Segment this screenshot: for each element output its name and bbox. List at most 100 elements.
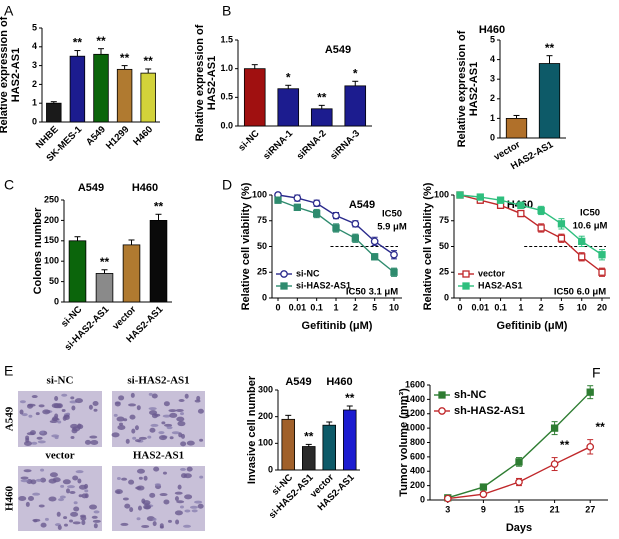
bar	[140, 72, 156, 123]
cell	[122, 497, 129, 501]
marker	[438, 391, 446, 399]
y-tick-label: 1200	[405, 408, 425, 418]
cell	[93, 510, 100, 514]
chart: H460 Relative expression of HAS2-AS1 0 1 2 3 4 5…	[456, 24, 566, 172]
cell	[175, 408, 184, 412]
image-row-label: H460	[4, 485, 16, 511]
legend-label: si-HAS2-AS1	[296, 280, 351, 290]
cell	[184, 393, 189, 399]
cell	[136, 405, 141, 411]
significance: *	[286, 70, 291, 84]
y-tick-label: 75	[257, 215, 267, 225]
bar	[243, 68, 266, 127]
y-axis-label: HAS2-AS1	[468, 62, 480, 116]
cell	[154, 483, 161, 487]
bar	[344, 85, 367, 127]
cell	[183, 473, 192, 479]
x-tick-label: si-NC	[59, 304, 84, 329]
marker	[438, 407, 446, 415]
cell	[49, 472, 58, 478]
bar	[322, 424, 337, 471]
cell	[31, 441, 38, 445]
cell	[44, 517, 49, 521]
y-axis-label: Colones number	[32, 207, 44, 295]
y-tick-label: 800	[410, 437, 425, 447]
cell	[113, 413, 118, 417]
marker	[332, 211, 340, 220]
cell	[30, 479, 37, 485]
x-tick-label: 3	[445, 504, 450, 514]
cell	[117, 424, 126, 430]
cell	[180, 412, 185, 416]
x-tick-label: siRNA-2	[295, 128, 329, 162]
cell	[128, 479, 135, 485]
cell	[174, 510, 183, 516]
x-tick-label: 9	[481, 504, 486, 514]
x-tick-label: 5	[559, 302, 564, 312]
marker	[293, 194, 302, 202]
cell	[35, 478, 42, 482]
marker	[479, 483, 488, 491]
marker	[550, 424, 559, 432]
cell	[163, 499, 170, 505]
y-tick-label: 1400	[405, 394, 425, 404]
cell	[26, 432, 35, 436]
cell	[194, 500, 203, 504]
significance: **	[596, 420, 606, 434]
cell	[129, 414, 136, 420]
cell	[18, 495, 27, 501]
cell	[171, 431, 180, 435]
cell	[143, 504, 152, 510]
cell	[19, 400, 26, 404]
cell	[138, 436, 147, 440]
micrograph	[18, 391, 102, 447]
x-tick-label: 1	[333, 302, 338, 312]
group-label: A549	[78, 182, 104, 194]
annotation: 10.6 μM	[573, 221, 608, 232]
cell	[78, 494, 83, 498]
marker	[578, 237, 586, 246]
panel-label: A	[4, 3, 14, 19]
y-tick-label: 250	[44, 194, 59, 204]
y-tick-label: 100	[258, 438, 273, 448]
cell	[197, 503, 204, 509]
marker	[280, 282, 288, 290]
significance: **	[154, 199, 164, 213]
cell	[73, 506, 80, 512]
x-axis-label: Days	[506, 522, 532, 534]
annotation: IC50	[382, 209, 402, 220]
bar	[69, 55, 86, 123]
cell	[58, 498, 65, 502]
cell	[158, 435, 167, 441]
y-tick-label: 50	[49, 276, 59, 286]
marker	[578, 253, 586, 261]
cell	[73, 501, 78, 505]
cell	[25, 501, 30, 507]
image-label: si-NC	[47, 375, 74, 387]
y-tick-label: 3	[32, 60, 37, 70]
cell	[61, 409, 66, 413]
cell	[162, 471, 167, 475]
cell	[129, 507, 134, 513]
cell	[93, 523, 98, 529]
marker	[598, 251, 606, 259]
y-tick-label: 0	[32, 116, 37, 126]
marker	[557, 220, 566, 228]
marker	[456, 191, 464, 199]
cell	[66, 488, 71, 494]
bar	[342, 409, 357, 471]
marker	[313, 209, 321, 218]
cell	[53, 403, 62, 409]
cell	[118, 395, 125, 401]
annotation: IC50 3.1 μM	[346, 287, 398, 298]
marker	[351, 234, 359, 242]
cell	[70, 511, 79, 517]
cell	[130, 392, 135, 398]
bar	[149, 219, 168, 303]
legend-label: si-NC	[296, 268, 320, 278]
significance: **	[545, 41, 555, 55]
marker	[537, 206, 545, 215]
